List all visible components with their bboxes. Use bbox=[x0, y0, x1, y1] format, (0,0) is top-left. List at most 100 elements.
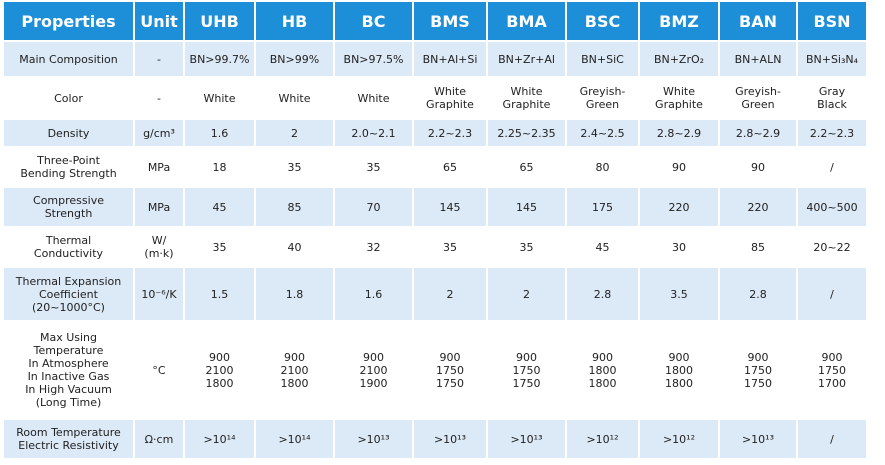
unit-cell: MPa bbox=[133, 146, 185, 188]
value-cell: 1.5 bbox=[183, 266, 256, 322]
property-name: Room Temperature Electric Resistivity bbox=[2, 418, 135, 460]
property-name: Three-Point Bending Strength bbox=[2, 146, 135, 188]
value-cell: 2.2~2.3 bbox=[412, 118, 488, 148]
value-cell: 35 bbox=[412, 226, 488, 268]
value-cell: Gray Black bbox=[796, 76, 868, 120]
value-cell: 2 bbox=[254, 118, 335, 148]
property-name: Color bbox=[2, 76, 135, 120]
value-cell: 175 bbox=[565, 186, 640, 228]
value-cell: BN>99% bbox=[254, 40, 335, 78]
value-cell: BN+ZrO₂ bbox=[638, 40, 720, 78]
value-cell: 1.6 bbox=[333, 266, 414, 322]
value-cell: / bbox=[796, 418, 868, 460]
value-cell: BN+SiC bbox=[565, 40, 640, 78]
value-cell: 3.5 bbox=[638, 266, 720, 322]
value-cell: 2.4~2.5 bbox=[565, 118, 640, 148]
value-cell: 35 bbox=[333, 146, 414, 188]
unit-cell: - bbox=[133, 40, 185, 78]
table-row: Thermal Conductivity W/ (m·k) 35 40 32 35 35 45… bbox=[2, 226, 868, 268]
value-cell: >10¹⁴ bbox=[183, 418, 256, 460]
value-cell: 145 bbox=[412, 186, 488, 228]
header-cell: BMA bbox=[486, 0, 567, 42]
value-cell: 2.8 bbox=[565, 266, 640, 322]
property-name: Main Composition bbox=[2, 40, 135, 78]
value-cell: 65 bbox=[412, 146, 488, 188]
value-cell: 220 bbox=[638, 186, 720, 228]
value-cell: 35 bbox=[486, 226, 567, 268]
value-cell: BN+ALN bbox=[718, 40, 798, 78]
value-cell: BN>97.5% bbox=[333, 40, 414, 78]
property-name: Density bbox=[2, 118, 135, 148]
header-cell: BAN bbox=[718, 0, 798, 42]
table-row: Max Using Temperature In Atmosphere In I… bbox=[2, 320, 868, 420]
value-cell: 2.8~2.9 bbox=[718, 118, 798, 148]
header-cell: Unit bbox=[133, 0, 185, 42]
value-cell: >10¹² bbox=[638, 418, 720, 460]
value-cell: >10¹³ bbox=[486, 418, 567, 460]
header-cell: BSN bbox=[796, 0, 868, 42]
unit-cell: 10⁻⁶/K bbox=[133, 266, 185, 322]
table-row: Thermal Expansion Coefficient (20~1000°C… bbox=[2, 266, 868, 322]
value-cell: 80 bbox=[565, 146, 640, 188]
header-cell: BMS bbox=[412, 0, 488, 42]
unit-cell: g/cm³ bbox=[133, 118, 185, 148]
value-cell: White Graphite bbox=[638, 76, 720, 120]
value-cell: 900 1800 1800 bbox=[638, 320, 720, 420]
value-cell: 900 1750 1700 bbox=[796, 320, 868, 420]
value-cell: 70 bbox=[333, 186, 414, 228]
value-cell: 90 bbox=[718, 146, 798, 188]
value-cell: 40 bbox=[254, 226, 335, 268]
properties-table: Properties Unit UHB HB BC BMS BMA BSC BMZ BAN BSN … bbox=[2, 0, 868, 460]
value-cell: 45 bbox=[565, 226, 640, 268]
value-cell: >10¹⁴ bbox=[254, 418, 335, 460]
header-cell: Properties bbox=[2, 0, 135, 42]
unit-cell: MPa bbox=[133, 186, 185, 228]
table-row: Color - White White White White Graphite White… bbox=[2, 76, 868, 120]
table-row: Main Composition - BN>99.7% BN>99% BN>97.5% B… bbox=[2, 40, 868, 78]
value-cell: 900 1750 1750 bbox=[412, 320, 488, 420]
value-cell: 2 bbox=[412, 266, 488, 322]
value-cell: >10¹³ bbox=[718, 418, 798, 460]
value-cell: Greyish- Green bbox=[718, 76, 798, 120]
value-cell: 900 2100 1800 bbox=[254, 320, 335, 420]
value-cell: 145 bbox=[486, 186, 567, 228]
unit-cell: °C bbox=[133, 320, 185, 420]
value-cell: White bbox=[254, 76, 335, 120]
property-name: Thermal Conductivity bbox=[2, 226, 135, 268]
value-cell: 2 bbox=[486, 266, 567, 322]
header-cell: UHB bbox=[183, 0, 256, 42]
header-row: Properties Unit UHB HB BC BMS BMA BSC BMZ BAN BSN bbox=[2, 0, 868, 42]
value-cell: / bbox=[796, 266, 868, 322]
value-cell: White Graphite bbox=[486, 76, 567, 120]
header-cell: BC bbox=[333, 0, 414, 42]
value-cell: 35 bbox=[254, 146, 335, 188]
value-cell: 1.8 bbox=[254, 266, 335, 322]
header-cell: BMZ bbox=[638, 0, 720, 42]
header-cell: BSC bbox=[565, 0, 640, 42]
unit-cell: - bbox=[133, 76, 185, 120]
value-cell: 90 bbox=[638, 146, 720, 188]
value-cell: Greyish- Green bbox=[565, 76, 640, 120]
value-cell: White Graphite bbox=[412, 76, 488, 120]
unit-cell: Ω·cm bbox=[133, 418, 185, 460]
value-cell: BN+Al+Si bbox=[412, 40, 488, 78]
table-row: Three-Point Bending Strength MPa 18 35 35 65 6… bbox=[2, 146, 868, 188]
value-cell: 85 bbox=[254, 186, 335, 228]
value-cell: 2.2~2.3 bbox=[796, 118, 868, 148]
value-cell: 45 bbox=[183, 186, 256, 228]
value-cell: White bbox=[183, 76, 256, 120]
value-cell: 1.6 bbox=[183, 118, 256, 148]
value-cell: >10¹³ bbox=[412, 418, 488, 460]
table-row: Density g/cm³ 1.6 2 2.0~2.1 2.2~2.3 2.25~2.35 2… bbox=[2, 118, 868, 148]
value-cell: White bbox=[333, 76, 414, 120]
value-cell: 900 2100 1800 bbox=[183, 320, 256, 420]
value-cell: 2.8 bbox=[718, 266, 798, 322]
value-cell: 85 bbox=[718, 226, 798, 268]
value-cell: 400~500 bbox=[796, 186, 868, 228]
value-cell: 30 bbox=[638, 226, 720, 268]
table-row: Room Temperature Electric Resistivity Ω·c… bbox=[2, 418, 868, 460]
value-cell: 220 bbox=[718, 186, 798, 228]
value-cell: 35 bbox=[183, 226, 256, 268]
value-cell: 2.25~2.35 bbox=[486, 118, 567, 148]
